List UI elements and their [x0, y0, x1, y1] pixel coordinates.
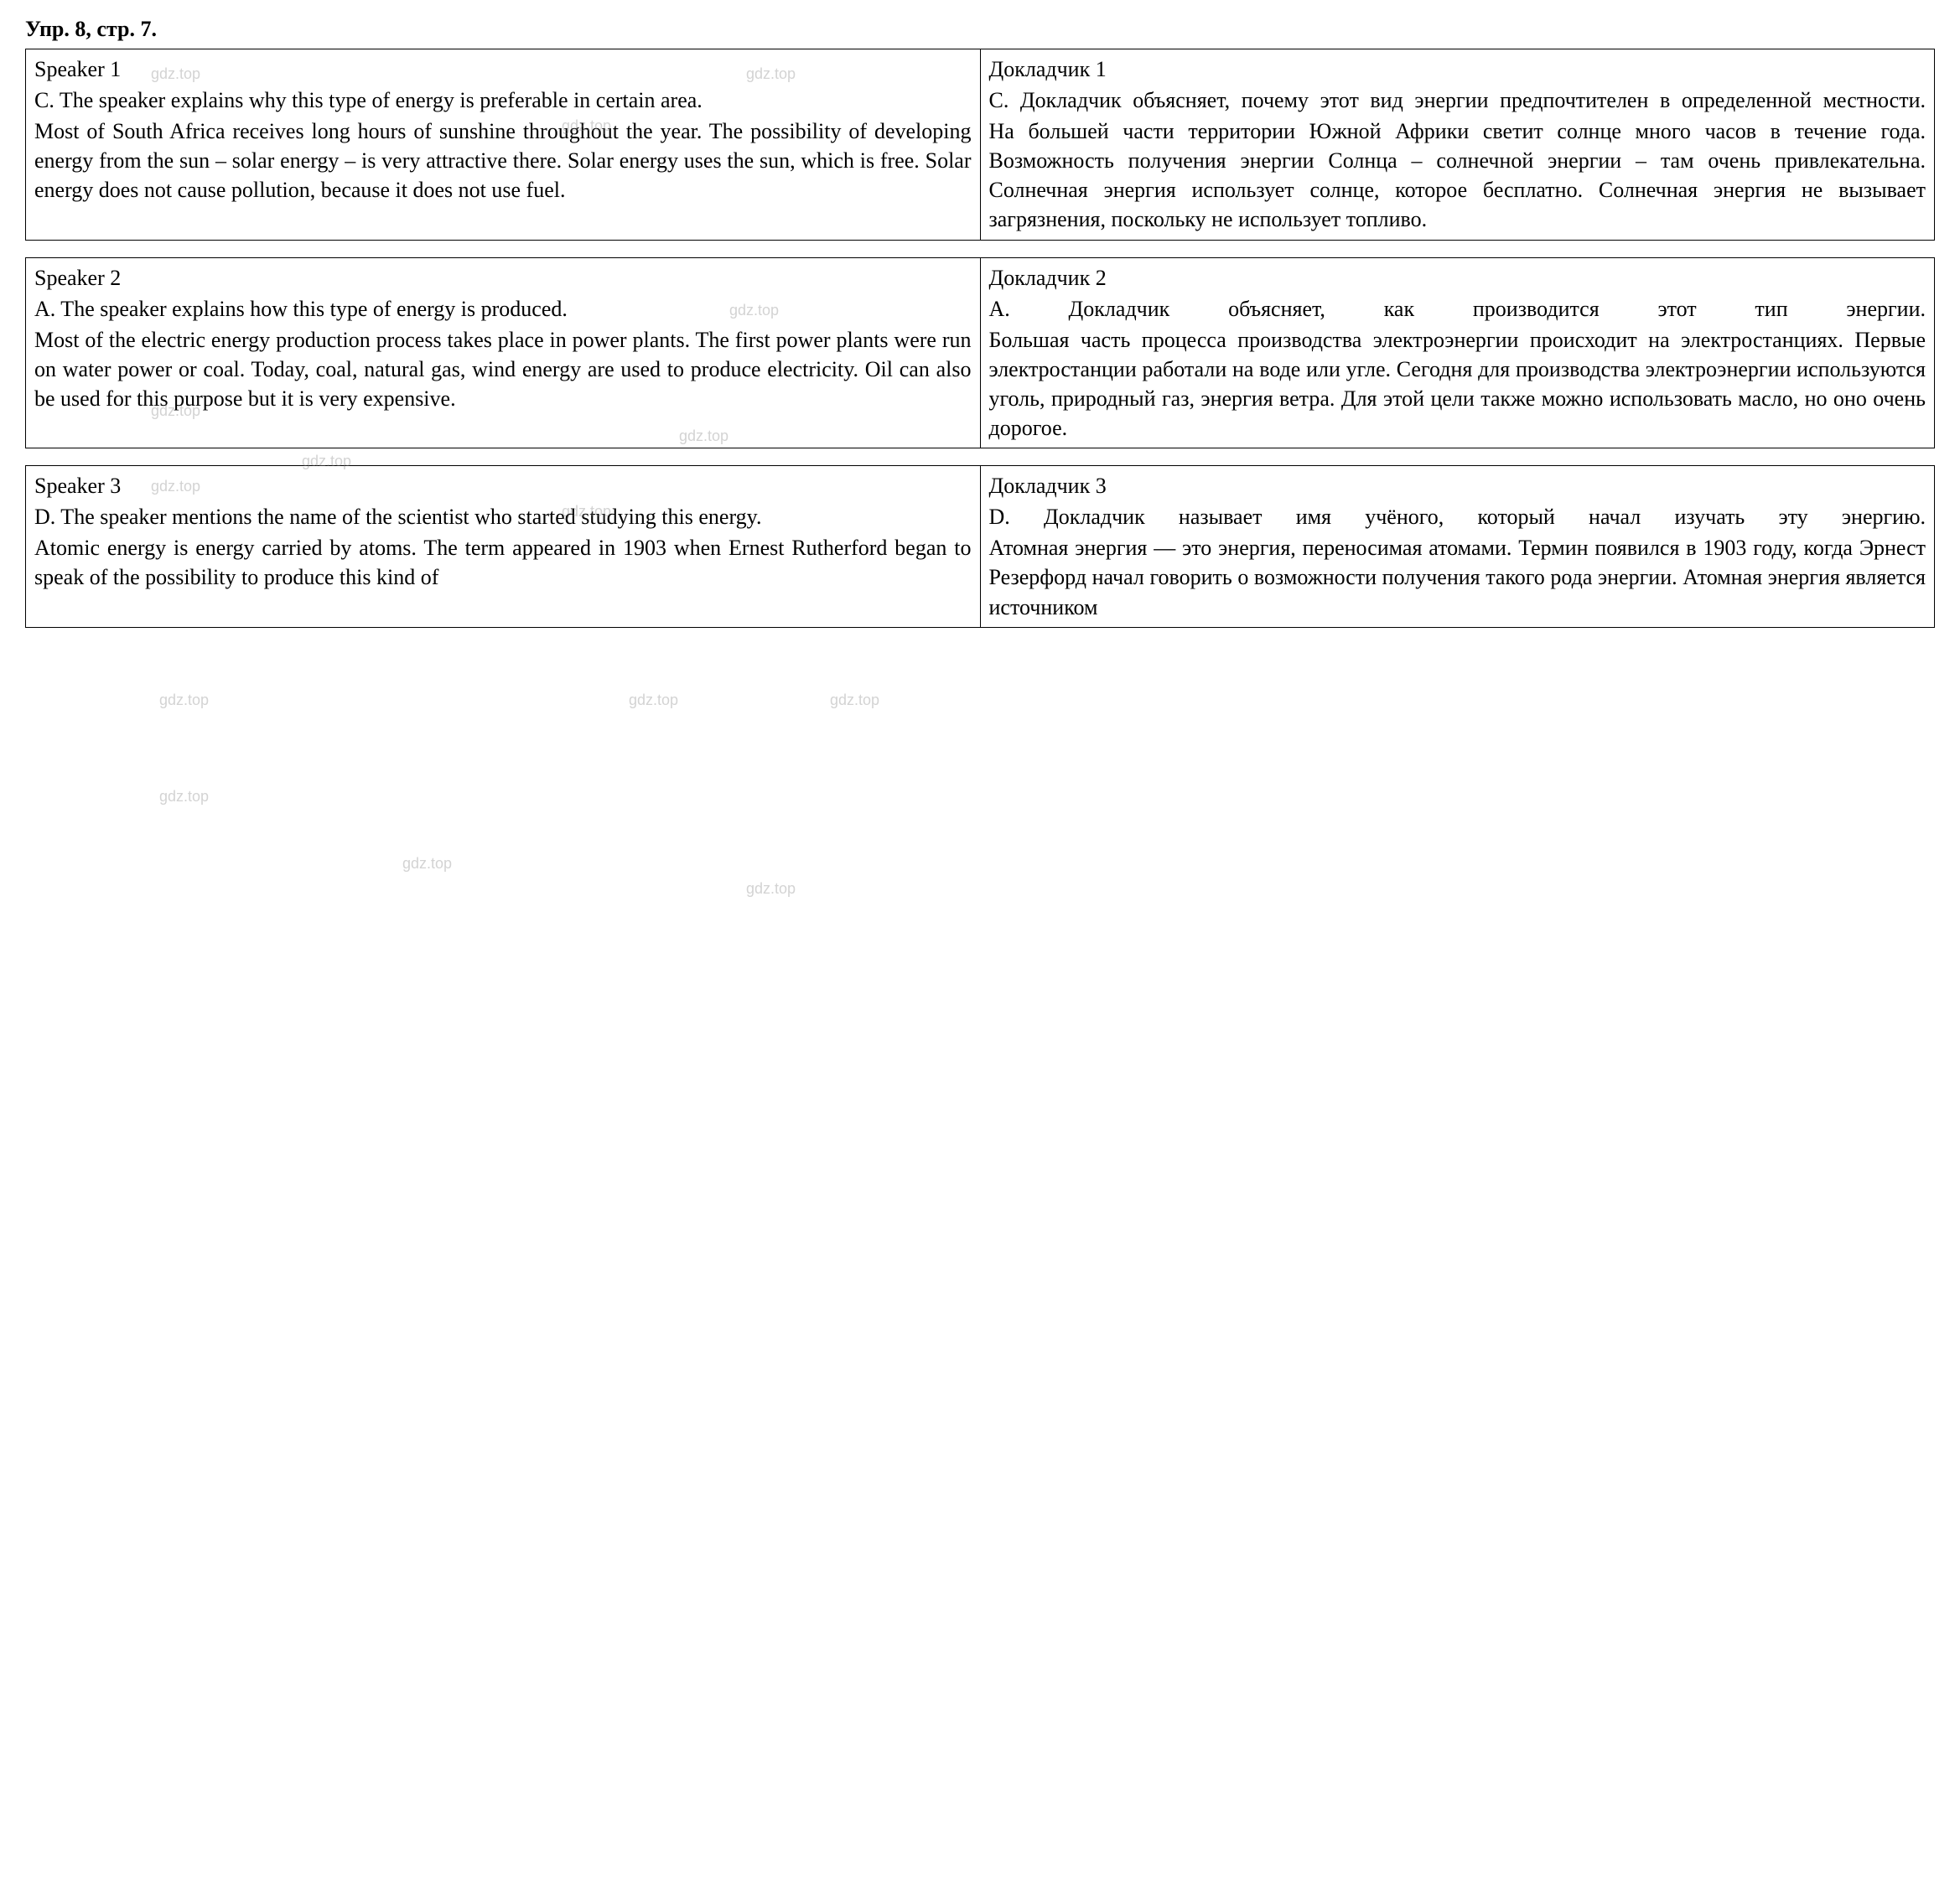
cell-russian: Докладчик 3 D. Докладчик называет имя уч… — [980, 466, 1935, 627]
table-row: Speaker 3 D. The speaker mentions the na… — [26, 466, 1935, 627]
page-header: Упр. 8, стр. 7. — [25, 17, 1935, 42]
body-text-rus: На большей части территории Южной Африки… — [989, 117, 1926, 234]
speaker-label-rus: Докладчик 1 — [989, 54, 1926, 84]
body-text-rus: Атомная энергия — это энергия, переносим… — [989, 533, 1926, 621]
speaker-label-eng: Speaker 2 — [34, 263, 972, 293]
watermark-text: gdz.top — [159, 788, 209, 806]
table-speaker-1: Speaker 1 C. The speaker explains why th… — [25, 49, 1935, 241]
body-text-eng: Most of South Africa receives long hours… — [34, 117, 972, 205]
option-text-eng: D. The speaker mentions the name of the … — [34, 502, 972, 531]
option-text-rus: D. Докладчик называет имя учёного, котор… — [989, 502, 1926, 531]
cell-english: Speaker 1 C. The speaker explains why th… — [26, 49, 981, 241]
table-speaker-2: Speaker 2 A. The speaker explains how th… — [25, 257, 1935, 449]
speaker-label-rus: Докладчик 3 — [989, 471, 1926, 500]
watermark-text: gdz.top — [629, 692, 678, 709]
cell-english: Speaker 3 D. The speaker mentions the na… — [26, 466, 981, 627]
table-row: Speaker 2 A. The speaker explains how th… — [26, 257, 1935, 448]
table-speaker-3: Speaker 3 D. The speaker mentions the na… — [25, 465, 1935, 627]
body-text-eng: Most of the electric energy production p… — [34, 325, 972, 413]
speaker-label-eng: Speaker 3 — [34, 471, 972, 500]
cell-english: Speaker 2 A. The speaker explains how th… — [26, 257, 981, 448]
body-text-rus: Большая часть процесса производства элек… — [989, 325, 1926, 443]
page-wrapper: Упр. 8, стр. 7. Speaker 1 C. The speaker… — [25, 17, 1935, 628]
table-row: Speaker 1 C. The speaker explains why th… — [26, 49, 1935, 241]
cell-russian: Докладчик 2 A. Докладчик объясняет, как … — [980, 257, 1935, 448]
cell-russian: Докладчик 1 C. Докладчик объясняет, поче… — [980, 49, 1935, 241]
watermark-text: gdz.top — [746, 880, 796, 898]
body-text-eng: Atomic energy is energy carried by atoms… — [34, 533, 972, 592]
option-text-rus: C. Докладчик объясняет, почему этот вид … — [989, 85, 1926, 115]
speaker-label-rus: Докладчик 2 — [989, 263, 1926, 293]
speaker-label-eng: Speaker 1 — [34, 54, 972, 84]
watermark-text: gdz.top — [159, 692, 209, 709]
watermark-text: gdz.top — [402, 855, 452, 873]
option-text-rus: A. Докладчик объясняет, как производится… — [989, 294, 1926, 324]
watermark-text: gdz.top — [830, 692, 879, 709]
option-text-eng: C. The speaker explains why this type of… — [34, 85, 972, 115]
option-text-eng: A. The speaker explains how this type of… — [34, 294, 972, 324]
